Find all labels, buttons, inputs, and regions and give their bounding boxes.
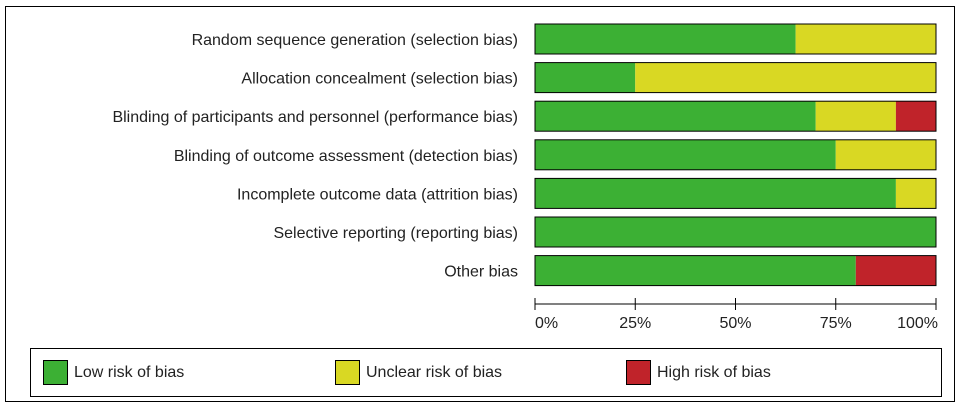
bar-outline [534,216,937,248]
legend-swatch [335,360,360,385]
bar-segment-unclear-risk-of-bias [795,24,936,54]
bar-segment-low-risk-of-bias [535,101,816,132]
bar-row: Blinding of participants and personnel (… [112,100,937,132]
bar-outline [534,100,937,132]
category-label: Allocation concealment (selection bias) [241,71,518,88]
category-label: Selective reporting (reporting bias) [273,225,518,242]
bar-segment-low-risk-of-bias [535,178,896,209]
bar-row: Allocation concealment (selection bias) [241,62,937,94]
x-tick-label: 50% [719,315,751,332]
bar-outline [534,177,937,209]
bar-segment-low-risk-of-bias [535,217,936,247]
bar-segment-low-risk-of-bias [535,24,796,54]
legend-swatch [43,360,68,385]
bar-outline [534,139,937,171]
legend-item: High risk of bias [626,349,771,396]
bar-segment-unclear-risk-of-bias [815,101,896,132]
x-tick-label: 0% [535,315,558,332]
legend-label: Unclear risk of bias [366,363,503,381]
bar-segment-unclear-risk-of-bias [895,178,936,209]
category-label: Incomplete outcome data (attrition bias) [237,186,518,203]
x-tick-label: 100% [897,315,938,332]
bar-segment-unclear-risk-of-bias [635,62,936,93]
bar-row: Random sequence generation (selection bi… [192,23,937,55]
bar-outline [534,23,937,55]
category-label: Blinding of participants and personnel (… [112,109,518,126]
legend-item: Low risk of bias [43,349,184,396]
bar-row: Blinding of outcome assessment (detectio… [174,139,937,171]
bar-segment-low-risk-of-bias [535,255,856,286]
risk-of-bias-chart: Random sequence generation (selection bi… [112,23,938,332]
x-tick-label: 25% [619,315,651,332]
bar-outline [534,255,937,287]
category-label: Blinding of outcome assessment (detectio… [174,148,518,165]
bar-segment-high-risk-of-bias [895,101,936,132]
legend-item: Unclear risk of bias [335,349,502,396]
legend-swatch [626,360,651,385]
bar-row: Incomplete outcome data (attrition bias) [237,177,937,209]
legend: Low risk of bias Unclear risk of bias High… [30,348,942,397]
legend-label: High risk of bias [657,363,771,381]
bar-outline [534,62,937,94]
bar-segment-low-risk-of-bias [535,62,636,93]
figure-frame: Random sequence generation (selection bi… [5,6,955,402]
x-tick-label: 75% [820,315,852,332]
bar-row: Other bias [444,255,937,287]
category-label: Random sequence generation (selection bi… [192,32,518,49]
category-label: Other bias [444,264,518,281]
bar-segment-unclear-risk-of-bias [835,139,936,170]
bar-segment-low-risk-of-bias [535,139,836,170]
bar-segment-high-risk-of-bias [855,255,936,286]
legend-label: Low risk of bias [74,363,185,381]
bar-row: Selective reporting (reporting bias) [273,216,937,248]
